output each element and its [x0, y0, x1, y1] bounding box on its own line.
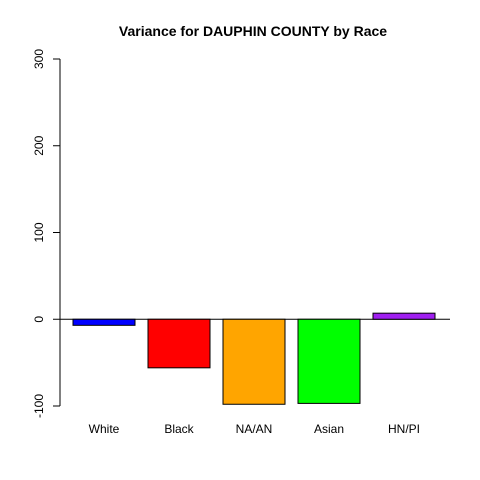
y-tick-label: -100 — [32, 394, 46, 418]
x-tick-label: HN/PI — [388, 422, 420, 436]
y-tick-label: 200 — [32, 135, 46, 155]
chart-title: Variance for DAUPHIN COUNTY by Race — [119, 23, 387, 39]
x-axis-labels: White Black NA/AN Asian HN/PI — [89, 422, 420, 436]
bar — [72, 318, 136, 326]
bars — [72, 312, 436, 405]
bar — [297, 318, 361, 404]
y-tick-label: 100 — [32, 222, 46, 242]
x-tick-label: Asian — [314, 422, 344, 436]
bar — [222, 318, 286, 405]
x-tick-label: NA/AN — [236, 422, 273, 436]
bar — [372, 312, 436, 320]
x-tick-label: Black — [164, 422, 194, 436]
y-tick-label: 0 — [32, 316, 46, 323]
bar — [147, 318, 211, 369]
y-tick-label: 300 — [32, 49, 46, 69]
x-tick-label: White — [89, 422, 120, 436]
